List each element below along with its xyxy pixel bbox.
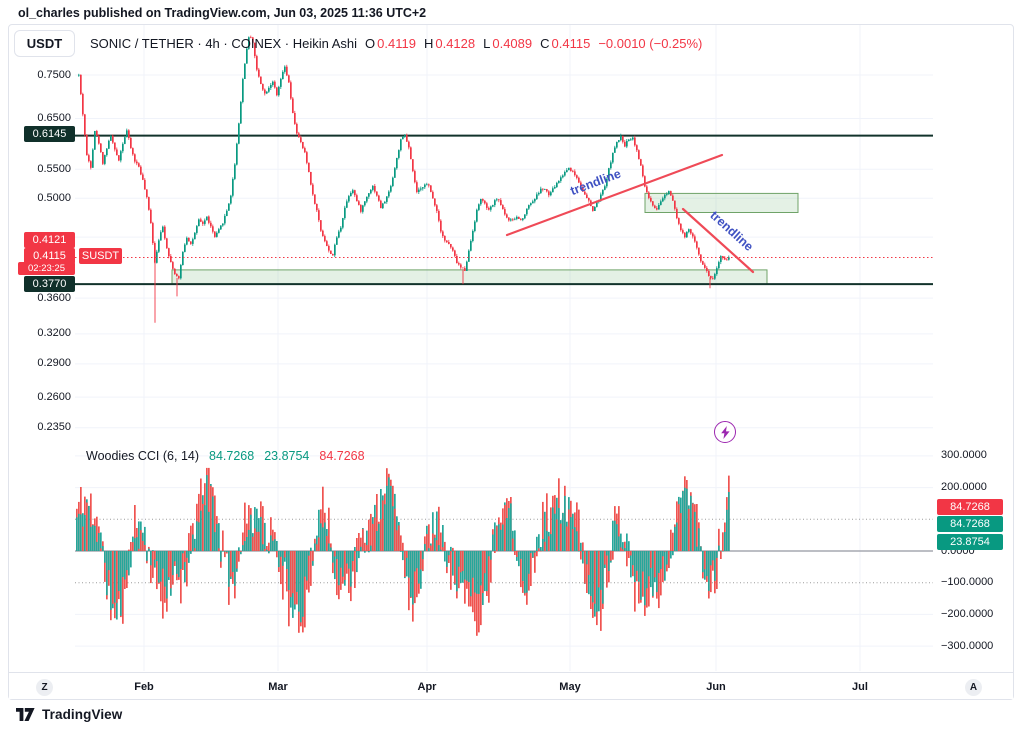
open-key: O bbox=[365, 35, 376, 51]
cci-tick-label: −300.0000 bbox=[941, 639, 994, 652]
time-axis-left-badge[interactable]: Z bbox=[36, 679, 53, 696]
close-value: 0.4115 bbox=[551, 35, 591, 51]
price-tick-label: 0.3200 bbox=[37, 327, 71, 340]
cci-tick-label: −100.0000 bbox=[941, 576, 994, 589]
indicator-legend[interactable]: Woodies CCI (6, 14) 84.7268 23.8754 84.7… bbox=[86, 449, 365, 463]
time-axis[interactable]: Z A Feb Mar Apr May Jun Jul bbox=[9, 672, 1013, 699]
supply-demand-zone[interactable] bbox=[171, 269, 768, 285]
cci-tick-label: −200.0000 bbox=[941, 607, 994, 620]
support-price-label: 0.3770 bbox=[24, 276, 75, 292]
month-label[interactable]: May bbox=[559, 681, 581, 693]
trendline[interactable] bbox=[505, 153, 724, 237]
currency-toggle-button[interactable]: USDT bbox=[14, 30, 75, 57]
price-tick-label: 0.2600 bbox=[37, 390, 71, 403]
lightning-bolt-glyph bbox=[720, 425, 730, 439]
price-tick-label: 0.2350 bbox=[37, 421, 71, 434]
low-value: 0.4089 bbox=[492, 35, 533, 51]
high-value: 0.4128 bbox=[435, 35, 476, 51]
last-price-label: 0.4115 bbox=[24, 248, 75, 264]
indicator-title: Woodies CCI (6, 14) bbox=[86, 449, 200, 463]
low-key: L bbox=[483, 35, 491, 51]
price-tick-label: 0.6500 bbox=[37, 112, 71, 124]
chart-legend[interactable]: SONIC / TETHER · 4h · COINEX · Heikin As… bbox=[90, 33, 702, 53]
cci-tick-label: 200.0000 bbox=[941, 481, 987, 494]
cci-value-badge-red: 84.7268 bbox=[937, 499, 1003, 515]
chart-widget-frame bbox=[8, 24, 1014, 700]
trendline[interactable] bbox=[681, 207, 755, 274]
change-value: −0.0010 (−0.25%) bbox=[598, 35, 703, 51]
heikin-ashi-candles bbox=[78, 35, 730, 323]
month-label[interactable]: Feb bbox=[134, 681, 154, 693]
woodies-cci-histogram bbox=[76, 467, 730, 636]
price-tick-label: 0.3600 bbox=[37, 291, 71, 304]
supply-demand-zone[interactable] bbox=[644, 192, 799, 213]
alert-price-label: 0.4121 bbox=[24, 232, 75, 248]
symbol-title: SONIC / TETHER · 4h · COINEX · Heikin As… bbox=[90, 35, 358, 51]
resistance-price-label: 0.6145 bbox=[24, 126, 75, 142]
price-tick-label: 0.5500 bbox=[37, 162, 71, 175]
month-label[interactable]: Jun bbox=[706, 681, 726, 693]
tradingview-branding[interactable]: TradingView bbox=[16, 707, 122, 722]
close-key: C bbox=[540, 35, 550, 51]
open-value: 0.4119 bbox=[377, 35, 416, 51]
indicator-value-2: 23.8754 bbox=[264, 449, 310, 463]
bar-countdown-label: 02:23:25 bbox=[18, 262, 75, 275]
price-tick-label: 0.5000 bbox=[37, 191, 71, 204]
lightning-marker-icon[interactable] bbox=[714, 421, 736, 443]
indicator-value-3: 84.7268 bbox=[319, 449, 365, 463]
tradingview-brand-text: TradingView bbox=[42, 707, 123, 722]
high-key: H bbox=[423, 35, 434, 51]
month-label[interactable]: Mar bbox=[268, 681, 288, 693]
symbol-price-tag: SUSDT bbox=[79, 248, 122, 264]
price-tick-label: 0.2900 bbox=[37, 357, 71, 370]
cci-value-badge-teal-1: 84.7268 bbox=[937, 516, 1003, 532]
cci-tick-label: 300.0000 bbox=[941, 449, 987, 462]
trendline-label[interactable]: trendline bbox=[707, 208, 756, 254]
publish-attribution-text: ol_charles published on TradingView.com,… bbox=[18, 6, 427, 20]
time-axis-right-badge[interactable]: A bbox=[965, 679, 982, 696]
tradingview-logo-icon bbox=[16, 708, 35, 721]
price-tick-label: 0.7500 bbox=[37, 68, 71, 81]
ohlc-values: O 0.4119 H 0.4128 L 0.4089 C 0.4115 −0.0… bbox=[365, 36, 702, 51]
trendline-label[interactable]: trendline bbox=[568, 166, 622, 198]
indicator-value-1: 84.7268 bbox=[209, 449, 255, 463]
month-label[interactable]: Jul bbox=[852, 681, 868, 693]
cci-value-badge-teal-2: 23.8754 bbox=[937, 534, 1003, 550]
month-label[interactable]: Apr bbox=[417, 681, 437, 693]
